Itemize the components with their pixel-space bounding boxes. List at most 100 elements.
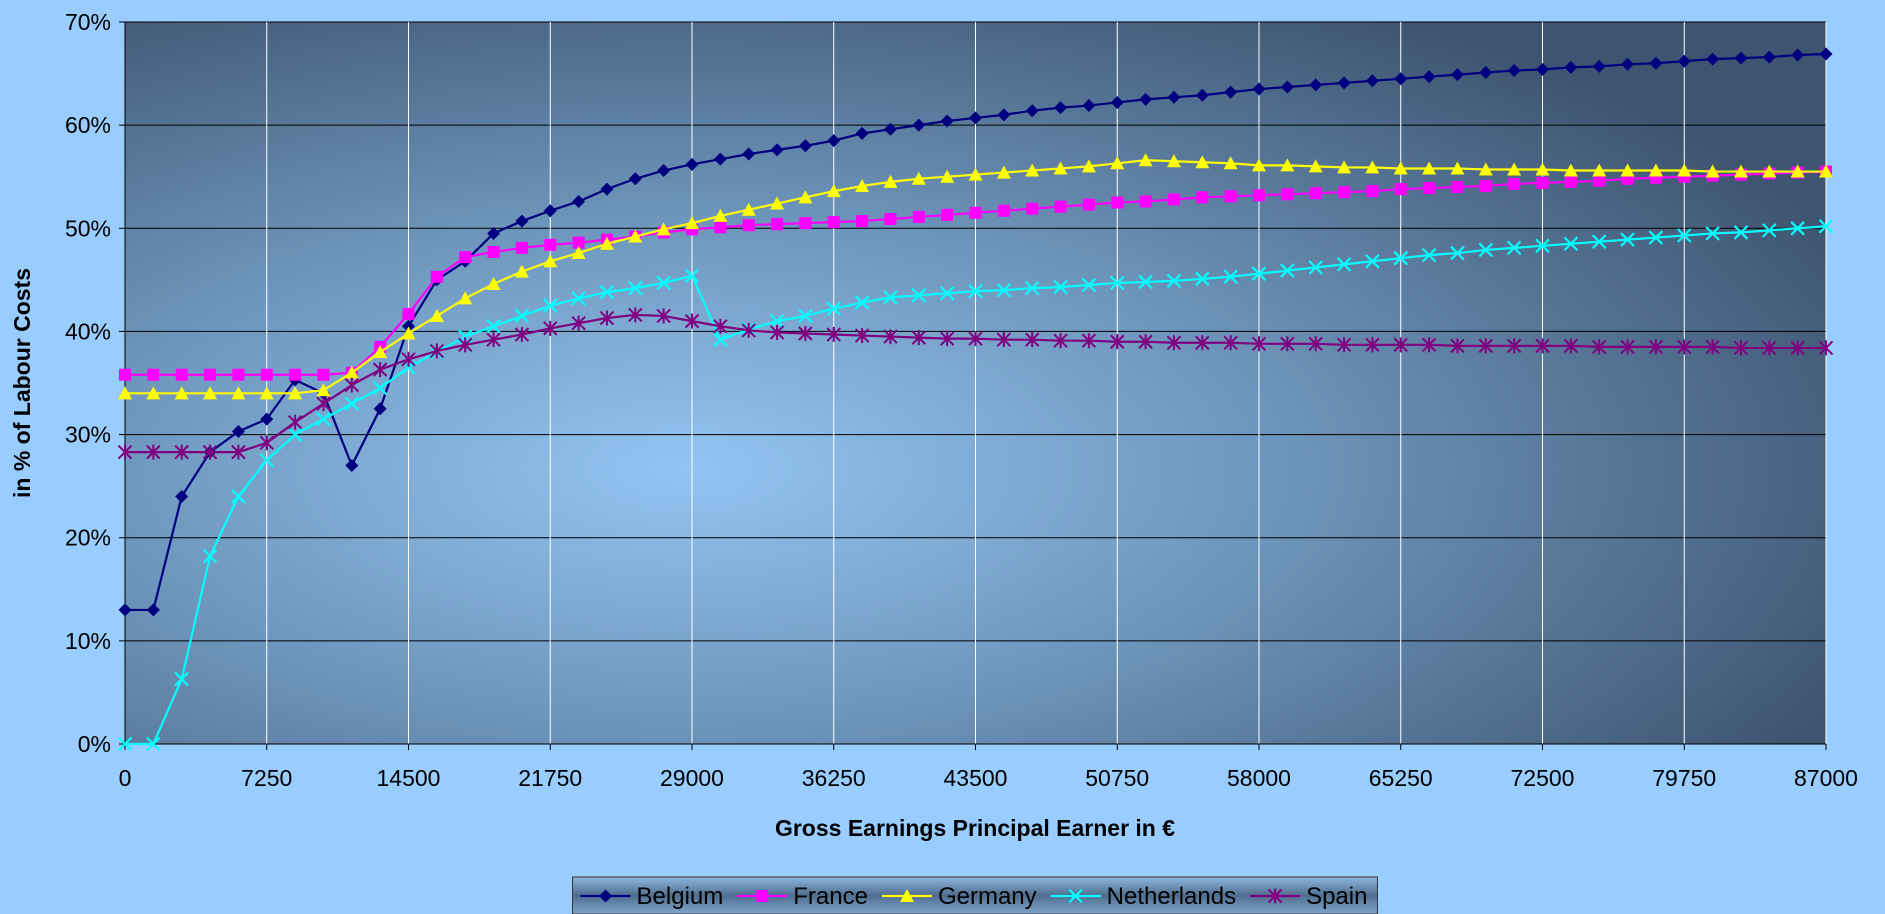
- y-tick-label: 0%: [78, 731, 111, 757]
- marker: [317, 368, 330, 381]
- marker: [1138, 153, 1153, 167]
- marker: [487, 226, 501, 240]
- marker: [1224, 190, 1237, 203]
- marker: [713, 332, 728, 347]
- marker: [939, 285, 955, 301]
- marker: [1535, 338, 1550, 354]
- marker: [1450, 161, 1465, 175]
- y-tick-label: 40%: [65, 318, 111, 344]
- x-tick-label: 50750: [1085, 765, 1149, 791]
- marker: [542, 298, 558, 313]
- marker: [1535, 238, 1550, 254]
- marker: [1337, 160, 1352, 174]
- marker: [1082, 198, 1095, 211]
- marker: [854, 328, 870, 344]
- marker: [202, 549, 218, 564]
- marker: [316, 396, 331, 412]
- marker: [1251, 336, 1267, 352]
- marker: [599, 889, 613, 903]
- marker: [1819, 47, 1833, 61]
- marker: [316, 383, 331, 397]
- marker: [459, 251, 472, 264]
- marker: [1677, 54, 1691, 68]
- marker: [1195, 88, 1209, 102]
- marker: [1337, 76, 1351, 90]
- marker: [1507, 162, 1522, 176]
- marker: [458, 291, 473, 305]
- y-tick-label: 30%: [65, 422, 111, 448]
- marker: [628, 307, 643, 323]
- marker: [1366, 185, 1379, 198]
- marker: [996, 282, 1012, 298]
- marker: [1308, 159, 1323, 173]
- plot-area: [117, 21, 1834, 752]
- marker: [1506, 240, 1522, 256]
- legend-label: Germany: [938, 883, 1037, 910]
- marker: [798, 139, 812, 153]
- marker: [1762, 164, 1777, 178]
- marker: [941, 208, 954, 221]
- marker: [118, 386, 132, 400]
- marker: [402, 307, 415, 320]
- marker: [146, 386, 161, 400]
- marker: [1167, 90, 1181, 104]
- marker: [1393, 250, 1409, 266]
- x-axis-title: Gross Earnings Principal Earner in €: [775, 815, 1175, 841]
- marker: [401, 326, 416, 340]
- marker: [1251, 266, 1267, 281]
- marker: [1506, 338, 1522, 354]
- marker: [203, 386, 218, 400]
- marker: [628, 229, 643, 243]
- marker: [117, 444, 133, 460]
- marker: [940, 169, 955, 183]
- marker: [1223, 156, 1238, 170]
- marker: [1365, 74, 1379, 88]
- marker: [969, 206, 982, 219]
- marker: [713, 152, 727, 166]
- marker: [1082, 99, 1096, 113]
- marker: [1705, 339, 1720, 355]
- marker: [1818, 340, 1834, 356]
- marker: [1024, 280, 1040, 296]
- marker: [770, 143, 784, 157]
- marker: [1109, 275, 1125, 291]
- marker: [684, 268, 700, 284]
- marker: [1790, 164, 1805, 178]
- marker: [174, 386, 189, 400]
- y-tick-label: 60%: [65, 112, 111, 138]
- marker: [741, 322, 756, 338]
- marker: [1110, 334, 1125, 350]
- marker: [372, 380, 388, 396]
- marker: [1507, 63, 1521, 77]
- marker: [1791, 48, 1805, 62]
- marker: [855, 126, 869, 140]
- marker: [288, 386, 303, 400]
- marker: [628, 172, 642, 186]
- x-tick-label: 36250: [802, 765, 866, 791]
- marker: [883, 122, 897, 136]
- marker: [742, 147, 756, 161]
- marker: [1280, 263, 1295, 278]
- marker: [260, 412, 274, 426]
- marker: [996, 165, 1011, 179]
- marker: [571, 246, 586, 260]
- marker: [1195, 335, 1210, 351]
- marker: [969, 111, 982, 125]
- marker: [232, 368, 245, 381]
- marker: [1423, 182, 1436, 195]
- x-tick-label: 21750: [518, 765, 582, 791]
- marker: [1365, 337, 1380, 353]
- marker: [1111, 196, 1124, 209]
- marker: [344, 377, 360, 393]
- marker: [599, 284, 615, 300]
- marker: [515, 241, 528, 254]
- marker: [1450, 245, 1465, 261]
- marker: [259, 386, 274, 400]
- marker: [1733, 340, 1749, 356]
- marker: [1818, 218, 1834, 234]
- x-tick-label: 79750: [1652, 765, 1716, 791]
- marker: [714, 221, 727, 234]
- y-tick-label: 10%: [65, 628, 111, 654]
- marker: [1110, 156, 1125, 170]
- marker: [1110, 95, 1124, 109]
